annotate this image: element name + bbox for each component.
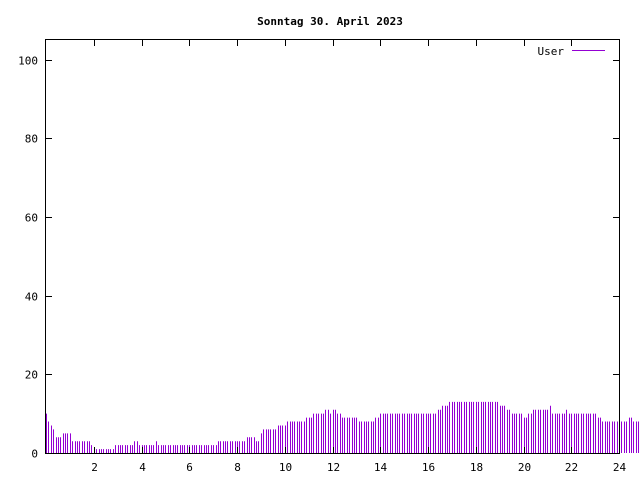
x-tick-label-16: 16	[422, 461, 435, 474]
chart-title: Sonntag 30. April 2023	[257, 15, 403, 28]
x-tick-label-18: 18	[470, 461, 483, 474]
x-tick-label-8: 8	[234, 461, 241, 474]
x-tick-label-14: 14	[374, 461, 388, 474]
x-tick-label-2: 2	[91, 461, 98, 474]
bar-series-user	[46, 401, 639, 453]
legend-label-user: User	[538, 45, 565, 58]
x-tick-label-10: 10	[279, 461, 292, 474]
plot-frame	[45, 39, 620, 454]
x-tick-label-6: 6	[186, 461, 193, 474]
x-tick-label-22: 22	[565, 461, 578, 474]
legend: User	[538, 45, 605, 58]
x-tick-label-12: 12	[327, 461, 340, 474]
x-tick-label-20: 20	[518, 461, 531, 474]
y-tick-label-20: 20	[25, 369, 38, 382]
y-tick-label-100: 100	[18, 55, 38, 68]
y-tick-label-60: 60	[25, 212, 38, 225]
y-tick-label-40: 40	[25, 291, 38, 304]
y-tick-label-0: 0	[31, 448, 38, 461]
x-tick-label-24: 24	[613, 461, 627, 474]
x-tick-label-4: 4	[139, 461, 146, 474]
y-tick-label-80: 80	[25, 133, 38, 146]
